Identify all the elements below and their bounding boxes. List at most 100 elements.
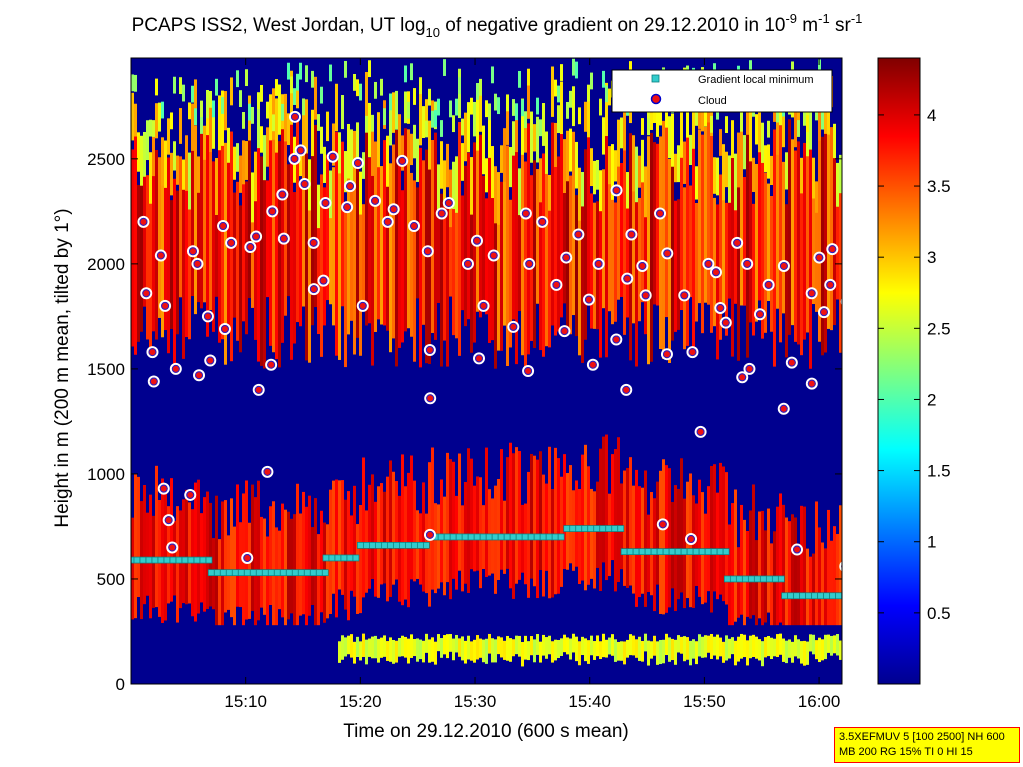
heatmap-cell xyxy=(596,160,599,190)
gradient-minimum-marker xyxy=(632,548,640,556)
heatmap-cell xyxy=(689,185,692,298)
gradient-minimum-marker xyxy=(369,542,376,549)
heatmap-cell xyxy=(275,136,278,360)
heatmap-cell xyxy=(200,132,203,309)
heatmap-cell xyxy=(662,120,665,359)
heatmap-cell xyxy=(725,151,728,188)
heatmap-cell xyxy=(350,175,353,321)
gradient-minimum-marker xyxy=(527,533,535,541)
heatmap-cell xyxy=(677,145,680,183)
cloud-marker-ring xyxy=(738,373,747,382)
heatmap-cell xyxy=(455,98,458,116)
heatmap-cell xyxy=(323,146,326,183)
cloud-marker-ring xyxy=(638,261,647,270)
cloud-marker-ring xyxy=(622,385,631,394)
heatmap-cell xyxy=(467,152,470,320)
heatmap-cell xyxy=(830,127,833,331)
heatmap-cell xyxy=(803,506,806,626)
heatmap-cell xyxy=(539,158,542,203)
heatmap-cell xyxy=(221,90,224,146)
colorbar-tick-label: 0.5 xyxy=(927,604,951,623)
cloud-marker-ring xyxy=(843,298,850,305)
heatmap-cell xyxy=(311,70,314,88)
heatmap-cell xyxy=(638,155,641,188)
gradient-minimum-marker xyxy=(823,592,831,600)
cloud-marker-ring xyxy=(656,209,665,218)
heatmap-cell xyxy=(680,636,683,654)
gradient-minimum-marker xyxy=(231,569,239,577)
heatmap-cell xyxy=(545,483,548,571)
heatmap-cell xyxy=(545,159,548,347)
heatmap-cell xyxy=(515,106,518,153)
heatmap-cell xyxy=(764,637,767,658)
heatmap-cell xyxy=(779,633,782,655)
gradient-minimum-marker xyxy=(291,569,299,577)
heatmap-cell xyxy=(500,637,503,658)
heatmap-cell xyxy=(461,118,464,136)
gradient-minimum-marker xyxy=(533,533,541,541)
heatmap-cell xyxy=(443,496,446,596)
heatmap-cell xyxy=(656,102,659,137)
cloud-marker-ring xyxy=(296,146,305,155)
heatmap-cell xyxy=(269,125,272,346)
heatmap-cell xyxy=(791,139,794,326)
heatmap-cell xyxy=(260,84,263,102)
heatmap-cell xyxy=(455,201,458,339)
heatmap-cell xyxy=(602,70,605,88)
heatmap-cell xyxy=(749,104,752,162)
gradient-minimum-marker xyxy=(346,554,354,562)
cloud-marker-ring xyxy=(444,198,453,207)
heatmap-cell xyxy=(377,638,380,663)
cloud-marker-ring xyxy=(489,251,498,260)
heatmap-cell xyxy=(809,556,812,626)
heatmap-cell xyxy=(587,89,590,138)
heatmap-cell xyxy=(488,633,491,654)
heatmap-cell xyxy=(695,166,698,200)
heatmap-cell xyxy=(239,205,242,353)
heatmap-cell xyxy=(797,141,800,345)
heatmap-cell xyxy=(611,454,614,561)
gradient-minimum-marker xyxy=(467,533,475,541)
cloud-marker-ring xyxy=(509,322,518,331)
heatmap-cell xyxy=(503,128,506,182)
heatmap-cell xyxy=(551,641,554,663)
heatmap-cell xyxy=(767,144,770,179)
heatmap-cell xyxy=(191,143,194,297)
cloud-marker-ring xyxy=(319,276,328,285)
heatmap-cell xyxy=(404,91,407,124)
heatmap-cell xyxy=(467,448,470,593)
heatmap-cell xyxy=(683,636,686,662)
heatmap-cell xyxy=(422,106,425,139)
heatmap-cell xyxy=(152,120,155,137)
heatmap-cell xyxy=(464,481,467,584)
x-tick-label: 16:00 xyxy=(798,692,841,711)
heatmap-cell xyxy=(737,547,740,618)
cloud-marker-ring xyxy=(787,358,796,367)
heatmap-cell xyxy=(242,112,245,129)
heatmap-cell xyxy=(296,118,299,323)
chart-title: PCAPS ISS2, West Jordan, UT log10 of neg… xyxy=(132,11,863,40)
legend-square-marker xyxy=(651,74,660,83)
heatmap-cell xyxy=(752,484,755,616)
heatmap-cell xyxy=(614,449,617,592)
heatmap-cell xyxy=(593,160,596,195)
cloud-marker-ring xyxy=(353,159,362,168)
heatmap-cell xyxy=(371,119,374,176)
heatmap-cell xyxy=(575,480,578,567)
heatmap-cell xyxy=(824,124,827,353)
heatmap-cell xyxy=(383,108,386,126)
heatmap-cell xyxy=(374,167,377,332)
cloud-marker-ring xyxy=(346,182,355,191)
heatmap-cell xyxy=(560,476,563,587)
colorbar-ticks: 0.5 1 1.5 2 2.5 3 3.5 4 xyxy=(878,106,951,623)
heatmap-cell xyxy=(707,118,710,305)
legend-label-cloud: Cloud xyxy=(698,95,727,107)
heatmap-cell xyxy=(341,480,344,595)
heatmap-cell xyxy=(209,136,212,311)
heatmap-cell xyxy=(347,123,350,179)
heatmap-cell xyxy=(674,639,677,665)
heatmap-cell xyxy=(803,640,806,666)
heatmap-cell xyxy=(335,83,338,132)
heatmap-cell xyxy=(647,640,650,666)
info-line-1: 3.5XEFMUV 5 [100 2500] NH 600 xyxy=(839,731,1005,743)
